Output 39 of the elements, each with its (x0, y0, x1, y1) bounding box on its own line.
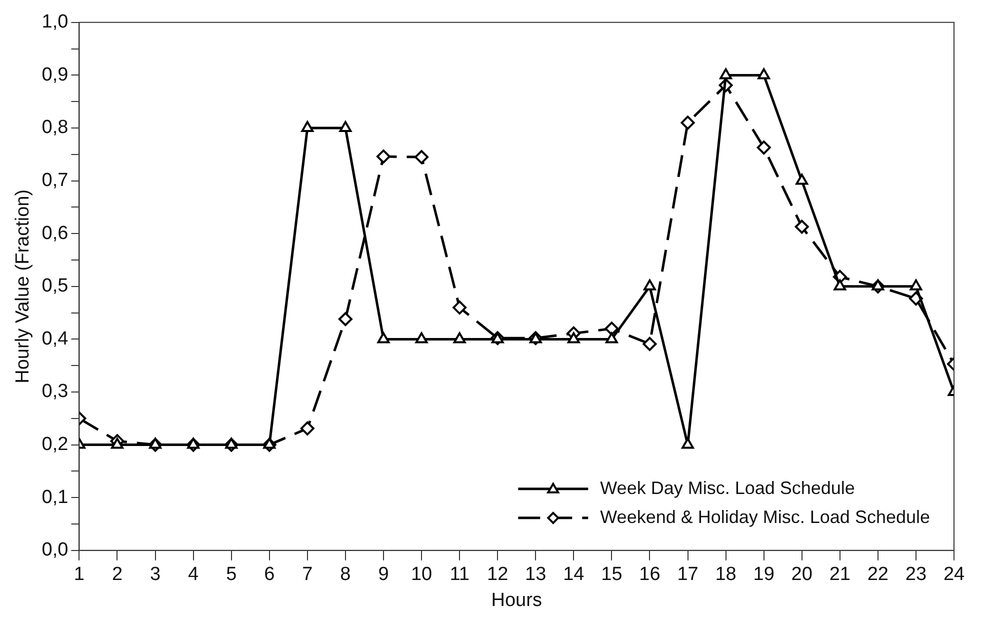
x-tick-label: 14 (563, 564, 585, 586)
x-tick-label: 18 (715, 564, 736, 586)
x-tick-label: 1 (74, 564, 84, 586)
y-tick-label: 0,3 (42, 381, 68, 402)
legend-label: Weekend & Holiday Misc. Load Schedule (600, 506, 930, 527)
y-tick-label: 0,8 (42, 117, 68, 138)
x-tick-label: 11 (450, 564, 470, 586)
x-tick-label: 17 (677, 564, 698, 586)
y-tick-label: 0,9 (42, 64, 68, 86)
legend-label: Week Day Misc. Load Schedule (600, 478, 855, 498)
y-axis-title: Hourly Value (Fraction) (12, 189, 34, 384)
x-tick-label: 20 (791, 564, 812, 586)
x-tick-label: 10 (410, 564, 432, 586)
x-tick-label: 5 (226, 564, 237, 586)
x-tick-label: 24 (943, 564, 965, 586)
x-tick-label: 22 (867, 564, 888, 586)
x-tick-label: 23 (905, 564, 927, 586)
x-tick-label: 8 (340, 564, 351, 586)
y-tick-label: 0,4 (42, 328, 69, 350)
x-tick-label: 7 (302, 564, 313, 586)
x-tick-label: 19 (753, 564, 774, 586)
x-tick-label: 3 (150, 564, 161, 586)
x-tick-label: 2 (112, 564, 123, 586)
y-tick-label: 0,5 (42, 276, 68, 297)
y-tick-label: 0,7 (42, 170, 68, 192)
x-tick-label: 16 (639, 564, 660, 586)
x-tick-label: 6 (264, 564, 275, 586)
x-axis-title: Hours (491, 590, 542, 611)
y-tick-label: 0,1 (42, 486, 68, 508)
y-tick-label: 0,2 (42, 434, 68, 456)
y-tick-label: 0,6 (42, 222, 68, 244)
y-tick-label: 0,0 (42, 540, 68, 561)
x-tick-label: 13 (525, 564, 546, 586)
x-tick-label: 12 (487, 564, 508, 586)
x-tick-label: 4 (188, 564, 200, 586)
x-tick-label: 21 (829, 564, 850, 586)
x-tick-label: 9 (378, 564, 389, 586)
x-tick-label: 15 (601, 564, 622, 586)
y-tick-label: 1,0 (42, 12, 68, 33)
